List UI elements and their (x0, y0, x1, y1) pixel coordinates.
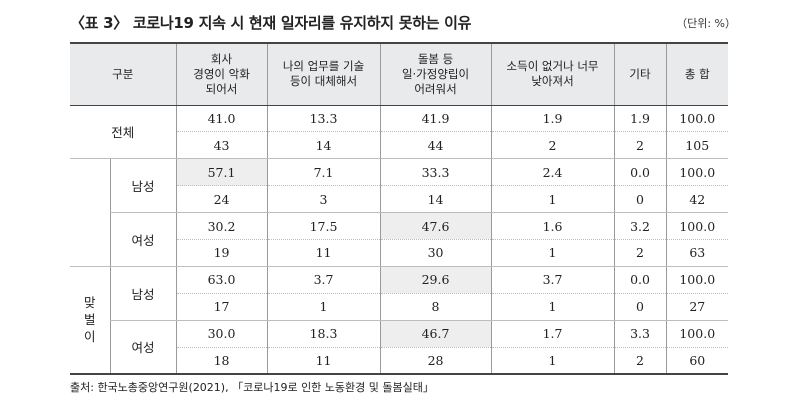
table-row: 18 11 28 1 2 60 (70, 347, 729, 375)
table-cell: 47.6 (379, 212, 492, 240)
table-cell: 19 (175, 239, 268, 267)
table-cell: 18.3 (266, 320, 381, 348)
header-category: 구분 (70, 42, 177, 106)
table-cell: 1.6 (490, 212, 615, 240)
header-reason-business: 회사 경영이 악화 되어서 (175, 42, 268, 106)
table-row: 남성 57.1 7.1 33.3 2.4 0.0 100.0 (70, 158, 729, 267)
header-reason-care: 돌봄 등 일·가정양립이 어려워서 (379, 42, 492, 106)
table-cell: 3.2 (613, 212, 667, 240)
table-cell: 2 (490, 131, 615, 160)
table-cell: 14 (379, 185, 492, 214)
table-cell: 0.0 (613, 158, 667, 187)
table-row: 여성 30.2 17.5 47.6 1.6 3.2 100.0 (70, 212, 729, 267)
table-cell: 30.0 (175, 320, 268, 348)
table-cell: 46.7 (379, 320, 492, 348)
table-cell: 29.6 (379, 266, 492, 294)
table-cell: 8 (379, 293, 492, 321)
table-cell: 100.0 (665, 320, 729, 348)
table-cell: 3 (266, 185, 381, 214)
table-cell: 42 (665, 185, 729, 214)
table-row: 전체 41.0 13.3 41.9 1.9 1.9 100.0 (70, 105, 729, 160)
row-label-overall: 전체 (70, 105, 177, 160)
table-cell: 43 (175, 131, 268, 160)
header-total: 총 합 (665, 42, 729, 106)
table-cell: 2 (613, 239, 667, 267)
unit-note: （단위: %） (676, 17, 736, 30)
table-cell: 3.7 (266, 266, 381, 294)
table-cell: 17.5 (266, 212, 381, 240)
row-label-female: 여성 (109, 212, 177, 267)
table-row: 여성 30.0 18.3 46.7 1.7 3.3 100.0 (70, 320, 729, 375)
table-cell: 3.7 (490, 266, 615, 294)
header-row: 구분 회사 경영이 악화 되어서 나의 업무를 기술 등이 대체해서 돌봄 등 … (70, 42, 729, 106)
data-table: 구분 회사 경영이 악화 되어서 나의 업무를 기술 등이 대체해서 돌봄 등 … (70, 42, 729, 375)
table-row: 43 14 44 2 2 105 (70, 131, 729, 160)
table-cell: 105 (665, 131, 729, 160)
table-cell: 0 (613, 185, 667, 214)
table-cell: 63.0 (175, 266, 268, 294)
table-cell: 57.1 (175, 158, 268, 187)
table-cell: 11 (266, 239, 381, 267)
table-cell: 11 (266, 347, 381, 375)
header-reason-replaced: 나의 업무를 기술 등이 대체해서 (266, 42, 381, 106)
table-row: 24 3 14 1 0 42 (70, 185, 729, 214)
table-cell: 27 (665, 293, 729, 321)
table-cell: 14 (266, 131, 381, 160)
table-cell: 1.7 (490, 320, 615, 348)
table-cell: 100.0 (665, 212, 729, 240)
table-cell: 63 (665, 239, 729, 267)
table-cell: 100.0 (665, 105, 729, 133)
table-cell: 100.0 (665, 266, 729, 294)
table-row: 맞 벌 이 남성 63.0 3.7 29.6 3.7 0.0 100.0 (70, 266, 729, 375)
table-cell: 3.3 (613, 320, 667, 348)
table-cell: 28 (379, 347, 492, 375)
table-cell: 2.4 (490, 158, 615, 187)
row-label-male: 남성 (109, 158, 177, 214)
header-reason-income: 소득이 없거나 너무 낮아져서 (490, 42, 615, 106)
table-cell: 0.0 (613, 266, 667, 294)
source-note: 출처: 한국노총중앙연구원(2021), 「코로나19로 인한 노동환경 및 돌… (70, 381, 434, 394)
table-cell: 1 (490, 293, 615, 321)
table-cell: 1.9 (490, 105, 615, 133)
table-cell: 100.0 (665, 158, 729, 187)
table-cell: 17 (175, 293, 268, 321)
header-other: 기타 (613, 42, 667, 106)
table-cell: 2 (613, 347, 667, 375)
table-cell: 1.9 (613, 105, 667, 133)
table-cell: 41.0 (175, 105, 268, 133)
table-cell: 7.1 (266, 158, 381, 187)
table-cell: 1 (490, 347, 615, 375)
table-cell: 30.2 (175, 212, 268, 240)
table-title: 〈표 3〉 코로나19 지속 시 현재 일자리를 유지하지 못하는 이유 (70, 14, 472, 32)
row-label-dual-female: 여성 (109, 320, 177, 375)
table-row: 17 1 8 1 0 27 (70, 293, 729, 321)
table-cell: 41.9 (379, 105, 492, 133)
table-cell: 24 (175, 185, 268, 214)
row-label-dual-income: 맞 벌 이 (70, 266, 110, 375)
table-cell: 1 (266, 293, 381, 321)
table-cell: 18 (175, 347, 268, 375)
table-cell: 44 (379, 131, 492, 160)
table-cell: 33.3 (379, 158, 492, 187)
table-cell: 2 (613, 131, 667, 160)
row-label-dual-male: 남성 (109, 266, 177, 321)
group-blank (70, 158, 110, 267)
table-cell: 0 (613, 293, 667, 321)
table-cell: 1 (490, 185, 615, 214)
table-row: 19 11 30 1 2 63 (70, 239, 729, 267)
table-cell: 30 (379, 239, 492, 267)
table-cell: 60 (665, 347, 729, 375)
table-cell: 1 (490, 239, 615, 267)
table-cell: 13.3 (266, 105, 381, 133)
